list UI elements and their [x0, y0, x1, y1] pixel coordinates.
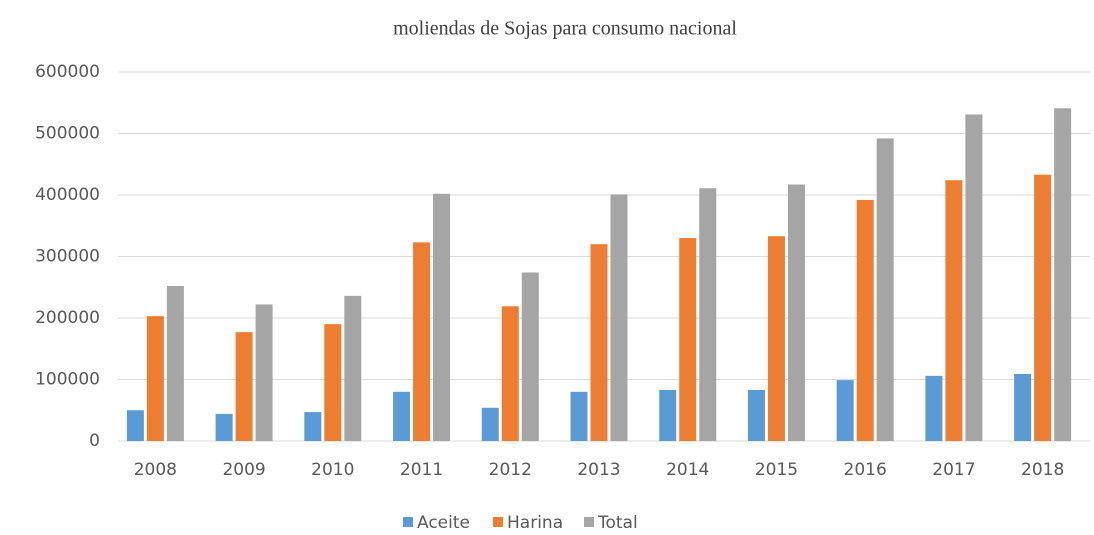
bar [659, 389, 677, 441]
bar [166, 286, 184, 441]
x-tick-label: 2012 [489, 460, 532, 480]
bar [344, 295, 362, 441]
x-tick-label: 2011 [400, 460, 443, 480]
bar [610, 194, 628, 441]
bar [1034, 174, 1052, 441]
bar [304, 412, 322, 441]
y-tick-label: 200000 [35, 308, 100, 328]
bar [1054, 108, 1072, 441]
x-tick-label: 2018 [1021, 460, 1064, 480]
bar [255, 304, 273, 441]
bar [393, 391, 411, 441]
bar [836, 380, 854, 441]
chart-title: moliendas de Sojas para consumo nacional [393, 18, 737, 40]
bar [945, 180, 963, 442]
bar [1014, 373, 1032, 441]
bar [747, 389, 765, 441]
legend-label: Harina [507, 513, 563, 533]
bar [699, 188, 717, 441]
legend-swatch [584, 517, 594, 527]
bar [925, 375, 943, 441]
bar [215, 413, 233, 441]
y-tick-label: 0 [89, 431, 100, 451]
bar [146, 316, 164, 441]
y-tick-label: 100000 [35, 370, 100, 390]
bar [235, 332, 253, 441]
bar [126, 410, 144, 441]
x-tick-label: 2008 [134, 460, 177, 480]
bar [965, 114, 983, 441]
y-tick-label: 300000 [35, 247, 100, 267]
x-tick-label: 2009 [222, 460, 265, 480]
bar [679, 238, 697, 441]
legend-swatch [493, 517, 503, 527]
bar [413, 242, 431, 441]
bar [856, 199, 874, 441]
legend-swatch [403, 517, 413, 527]
x-tick-label: 2015 [755, 460, 798, 480]
bar [481, 407, 499, 441]
legend-label: Aceite [417, 513, 470, 533]
bar [787, 184, 805, 442]
x-tick-label: 2013 [577, 460, 620, 480]
bar [433, 193, 451, 441]
bar [501, 306, 519, 441]
bar [521, 272, 539, 441]
x-tick-label: 2017 [932, 460, 975, 480]
bar [570, 391, 588, 441]
y-tick-label: 600000 [35, 62, 100, 82]
x-tick-label: 2016 [844, 460, 887, 480]
bar [876, 138, 894, 442]
bar [767, 236, 785, 441]
y-tick-label: 500000 [35, 124, 100, 144]
x-tick-label: 2010 [311, 460, 354, 480]
y-tick-label: 400000 [35, 185, 100, 205]
x-tick-label: 2014 [666, 460, 709, 480]
bar [590, 244, 608, 441]
bar [324, 324, 342, 441]
legend-label: Total [597, 513, 638, 533]
